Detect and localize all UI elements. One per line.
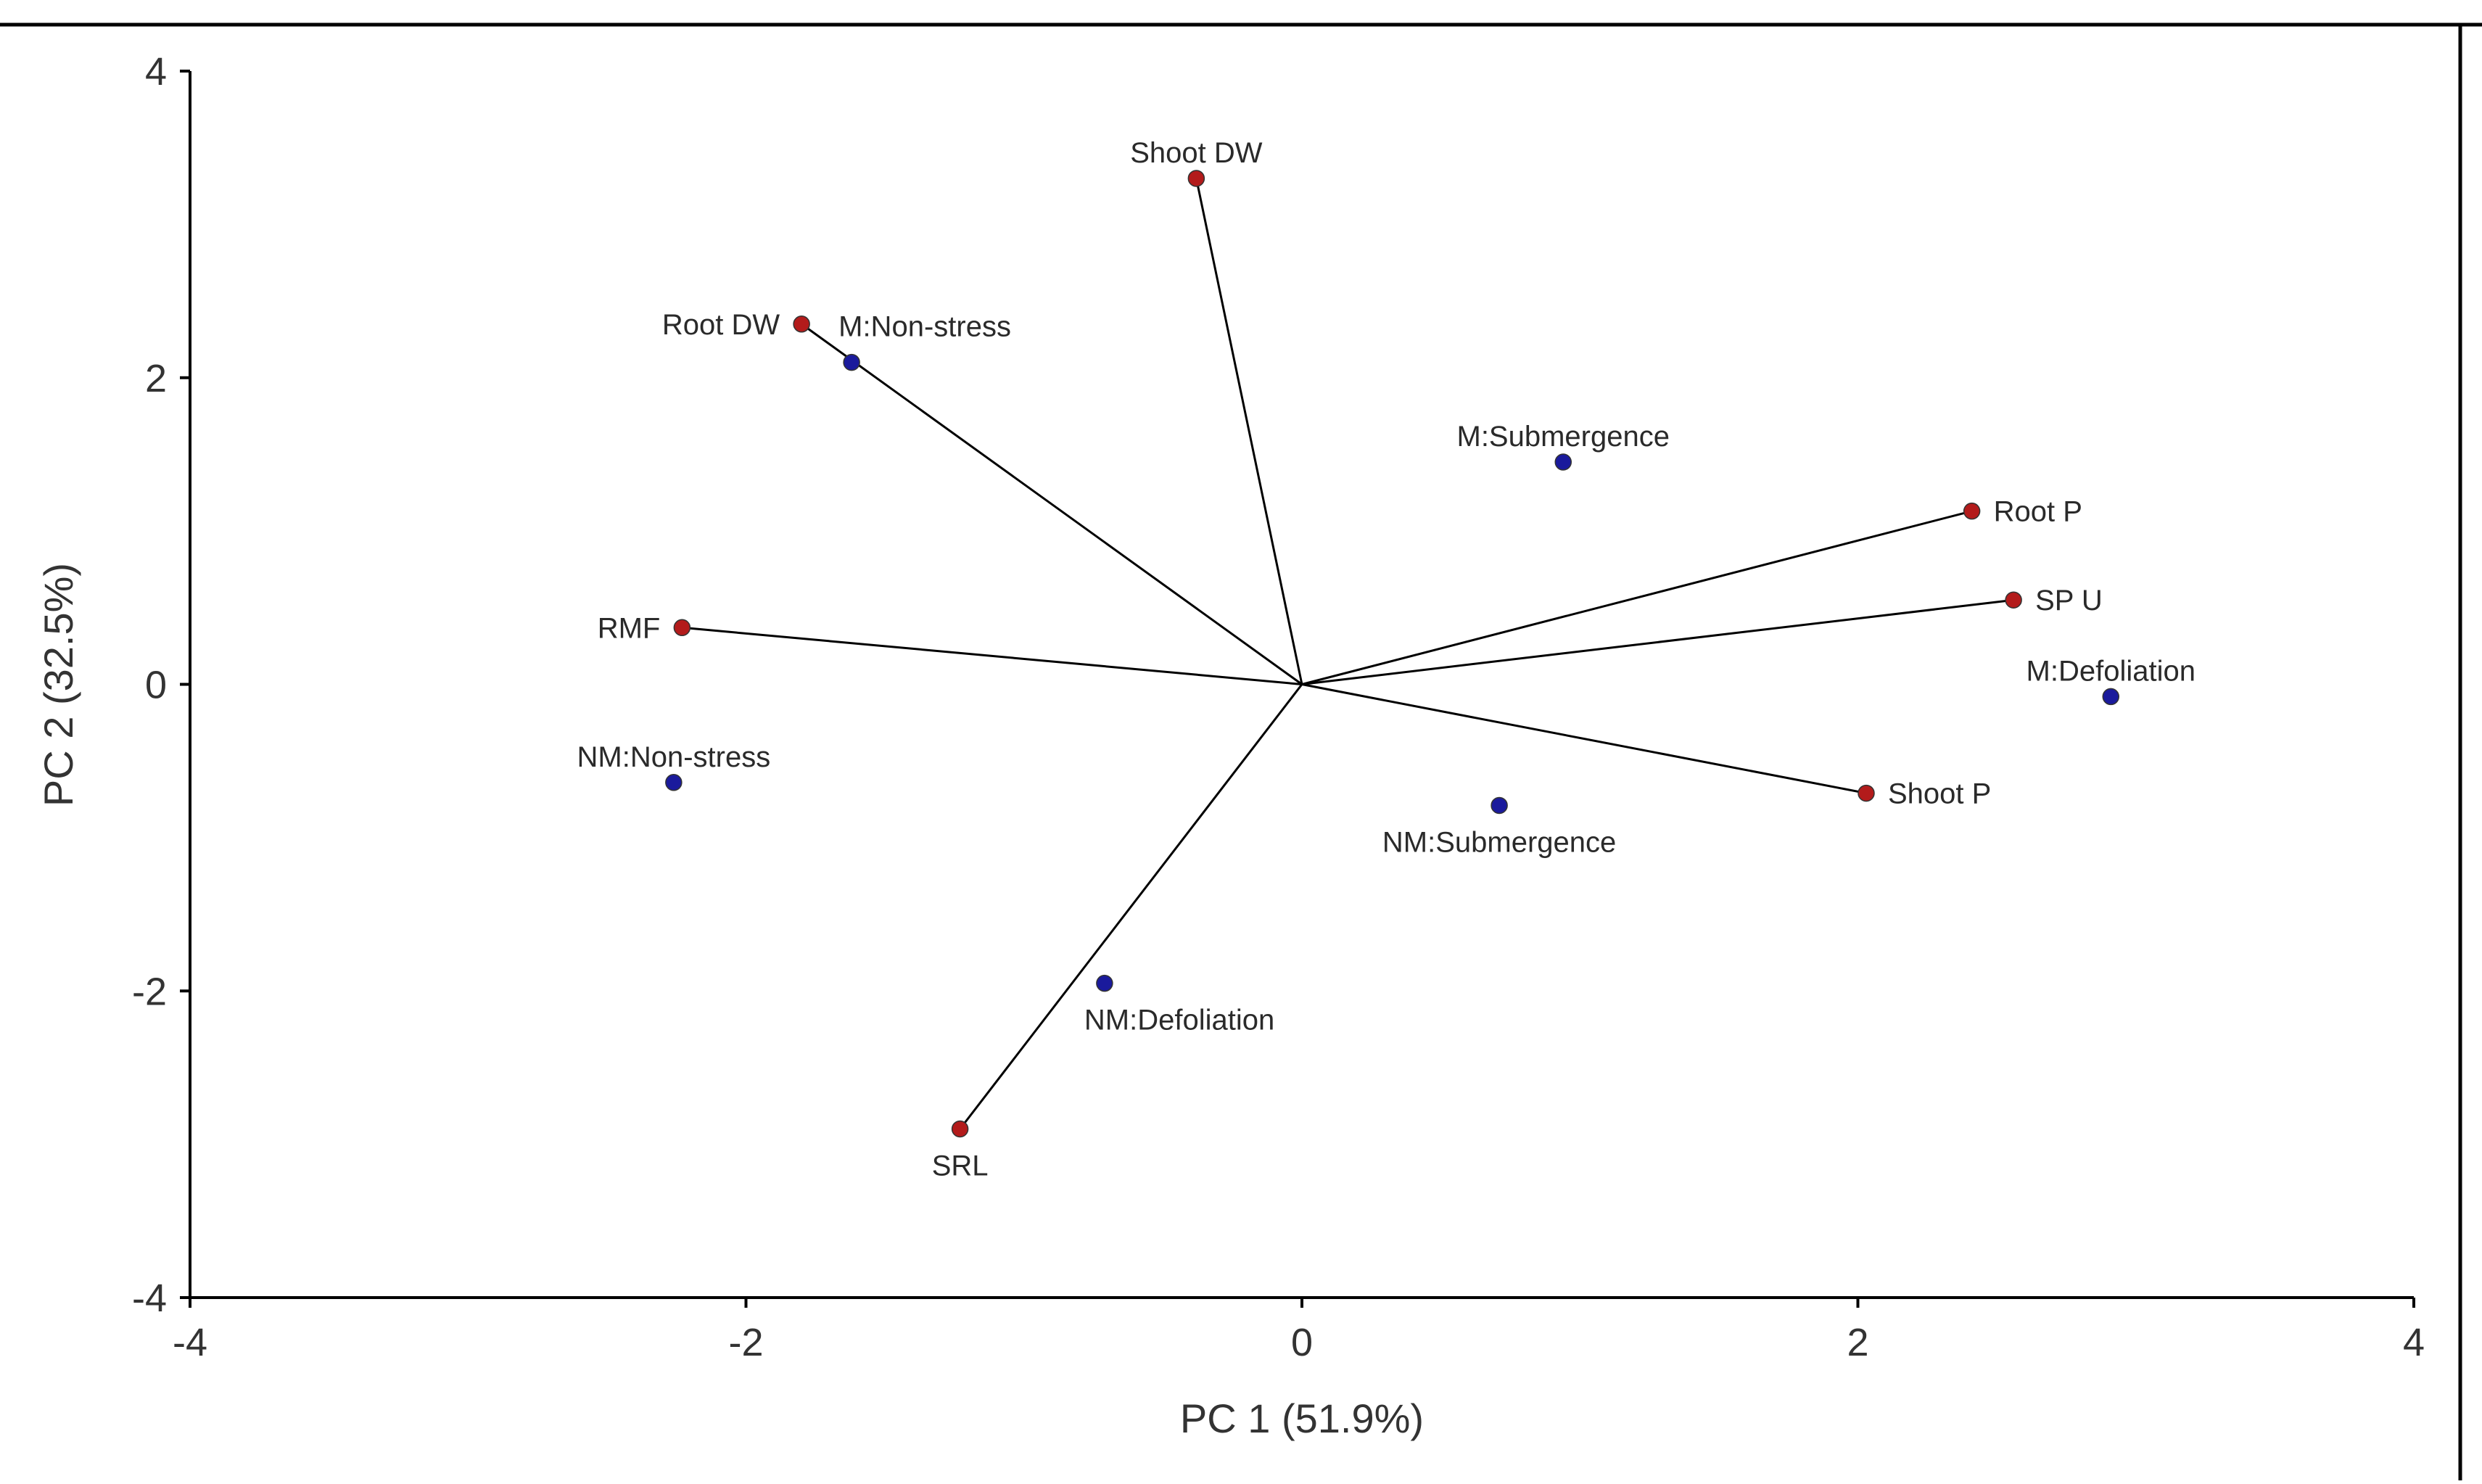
variable-point-srl [951,1120,969,1138]
vector-root-dw [801,323,1303,685]
point-label-root-dw: Root DW [662,309,780,341]
vector-srl [959,683,1303,1130]
x-axis-title: PC 1 (51.9%) [1180,1396,1424,1441]
vector-sp-u [1301,598,2014,685]
treatment-point-m-submergence [1554,453,1572,471]
treatment-point-nm-submergence [1491,796,1508,815]
treatment-point-nm-non-stress [665,774,683,791]
x-tick-label: -2 [728,1321,763,1364]
point-label-sp-u: SP U [2035,585,2103,617]
x-tick-label: -4 [173,1321,207,1364]
point-label-root-p: Root P [1994,496,2082,528]
y-axis-title: PC 2 (32.5%) [36,563,81,807]
treatment-point-m-non-stress [843,353,860,371]
point-label-nm-submergence: NM:Submergence [1382,826,1616,858]
points-layer [665,170,2120,1138]
y-tick-label: -2 [132,970,167,1013]
point-label-shoot-dw: Shoot DW [1130,137,1263,169]
x-tick-label: 4 [2403,1321,2425,1364]
variable-point-sp-u [2005,591,2022,609]
variable-point-rmf [673,619,691,637]
variable-point-root-dw [793,316,810,333]
point-label-nm-non-stress: NM:Non-stress [577,741,771,773]
vector-shoot-p [1301,683,1867,795]
point-label-nm-defoliation: NM:Defoliation [1084,1005,1274,1036]
labels-layer: Shoot DW Root DW RMF SRL Root P SP U Shoot P M:… [577,137,2196,1182]
x-tick-label: 0 [1291,1321,1313,1364]
y-tick-label: 0 [145,664,167,707]
vectors-layer [682,178,2014,1130]
vector-rmf [682,626,1303,685]
y-tick-label: 2 [145,357,167,400]
point-label-m-defoliation: M:Defoliation [2027,655,2196,687]
variable-point-shoot-dw [1187,170,1205,187]
y-tick-label: -4 [132,1277,167,1320]
point-label-rmf: RMF [598,612,661,644]
treatment-point-m-defoliation [2102,688,2120,706]
treatment-point-nm-defoliation [1096,974,1113,992]
variable-point-root-p [1963,502,1981,520]
point-label-m-submergence: M:Submergence [1457,421,1670,453]
point-label-m-non-stress: M:Non-stress [838,311,1011,343]
point-label-shoot-p: Shoot P [1888,778,1991,810]
y-tick-label: 4 [145,50,167,94]
ticks-layer: -4 -2 0 2 4 -4 -2 0 2 4 [132,50,2425,1364]
x-tick-label: 2 [1847,1321,1868,1364]
point-label-srl: SRL [932,1150,989,1182]
variable-point-shoot-p [1858,784,1875,802]
vector-root-p [1301,510,1973,685]
vector-shoot-dw [1195,178,1303,685]
